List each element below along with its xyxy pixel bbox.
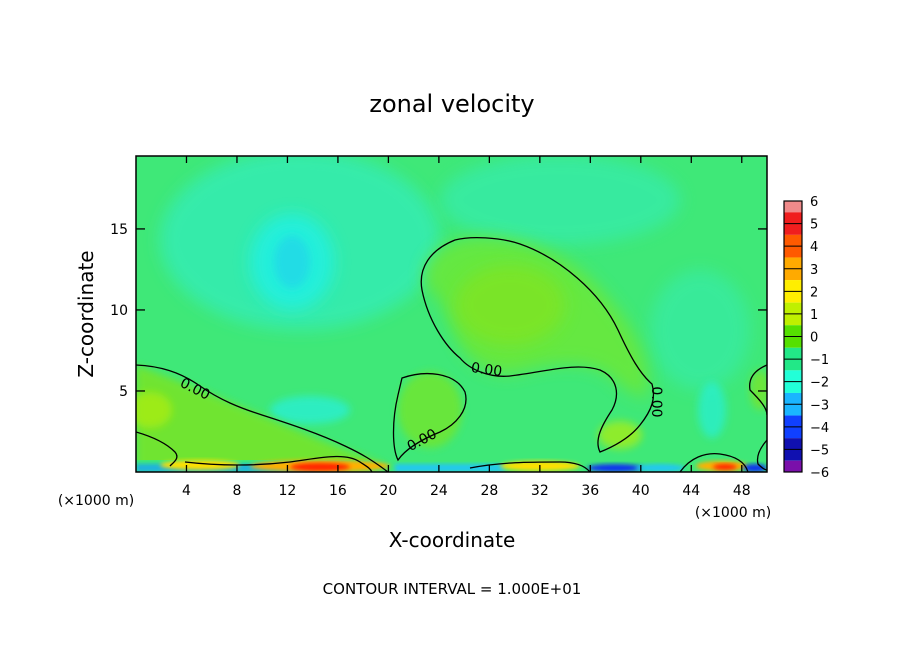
chart-title: zonal velocity (369, 90, 534, 118)
x-tick-label: 40 (632, 483, 650, 499)
plot-frame (135, 155, 768, 473)
field-region (290, 463, 350, 471)
colorbar-label: −4 (810, 421, 829, 436)
field-region (455, 265, 565, 345)
colorbar-label: 5 (810, 218, 818, 233)
x-tick-label: 20 (379, 483, 397, 499)
contour-labels: 0.00 0.00 0.00 0.00 (177, 360, 664, 455)
x-tick-label: 12 (279, 483, 297, 499)
x-axis: 4 8 12 16 20 24 28 32 36 40 44 48 (182, 156, 751, 499)
contour-line (756, 439, 767, 471)
contour-line (679, 452, 749, 472)
x-tick-label: 8 (232, 483, 241, 499)
colorbar-swatch (784, 201, 802, 213)
field-region (713, 464, 737, 470)
contour-line (749, 364, 767, 416)
x-tick-label: 36 (581, 483, 599, 499)
y-tick-label: 10 (110, 303, 128, 319)
contour-lines (136, 237, 767, 472)
colorbar-label: −6 (810, 466, 829, 481)
x-tick-label: 44 (682, 483, 700, 499)
x-tick-label: 16 (329, 483, 347, 499)
x-tick-label: 24 (430, 483, 448, 499)
y-tick-label: 5 (119, 384, 128, 400)
contour-line (392, 372, 467, 462)
x-axis-label: X-coordinate (389, 528, 516, 552)
colorbar-label: −5 (810, 443, 829, 458)
colorbar-label: 0 (810, 331, 818, 346)
contour-line (469, 461, 591, 472)
colorbar-label: −2 (810, 376, 829, 391)
colorbar-label: 2 (810, 285, 818, 300)
colorbar-swatch (784, 460, 802, 472)
contour-interval-note: CONTOUR INTERVAL = 1.000E+01 (323, 580, 582, 598)
x-tick-label: 4 (182, 483, 191, 499)
y-tick-label: 15 (110, 222, 128, 238)
field-region (274, 236, 310, 288)
field-region (136, 392, 172, 428)
field-region (440, 156, 680, 245)
field-region (698, 382, 726, 438)
y-axis: 5 10 15 (110, 222, 767, 400)
contour-label: 0.00 (470, 360, 503, 380)
field-region (750, 370, 767, 410)
contour-label: 0.00 (648, 386, 664, 417)
colorbar: 6 5 4 3 2 1 0 −1 −2 −3 −4 −5 −6 (783, 195, 829, 481)
x-tick-label: 48 (733, 483, 751, 499)
x-unit-left: (×1000 m) (58, 493, 134, 509)
plot-area: 0.00 0.00 0.00 0.00 (136, 156, 767, 472)
field-region (587, 464, 643, 472)
colorbar-label: 4 (810, 240, 818, 255)
contour-line (136, 364, 389, 472)
field-region (136, 365, 385, 472)
field-region (160, 460, 240, 470)
field-region (650, 270, 750, 390)
contour-line (184, 455, 373, 472)
colorbar-label: −1 (810, 353, 829, 368)
contour-line (136, 431, 178, 467)
colorbar-label: 1 (810, 308, 818, 323)
x-tick-label: 32 (531, 483, 549, 499)
field-region (270, 396, 350, 424)
colorbar-label: 3 (810, 263, 818, 278)
field-region (598, 421, 642, 449)
field-region (395, 464, 505, 472)
x-tick-label: 28 (480, 483, 498, 499)
contour-line (420, 237, 655, 453)
colorbar-label: −3 (810, 398, 829, 413)
field-region (635, 464, 685, 472)
y-axis-label: Z-coordinate (74, 250, 98, 377)
x-unit-right: (×1000 m) (695, 505, 771, 521)
colorbar-label: 6 (810, 195, 818, 210)
